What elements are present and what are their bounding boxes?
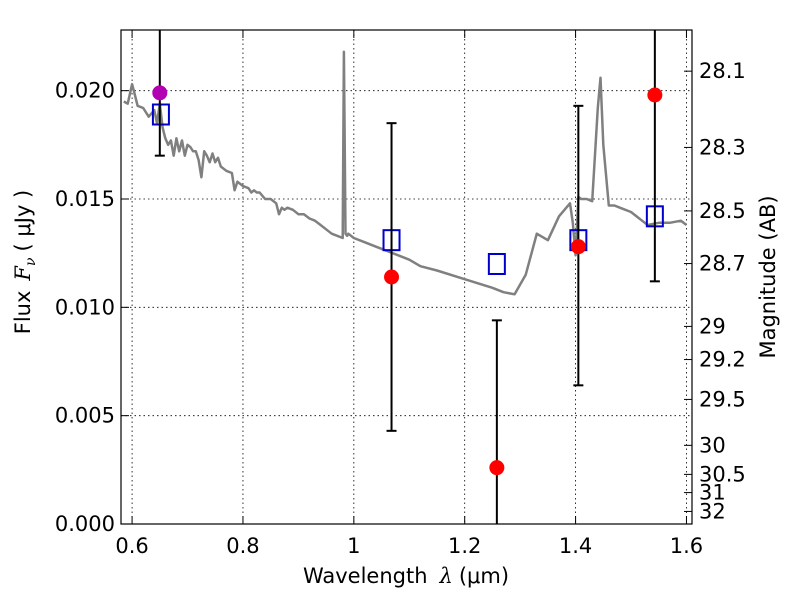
tick-marks — [121, 30, 692, 525]
y2-tick-label: 28.5 — [699, 199, 746, 223]
observed-flux-point — [570, 239, 586, 255]
y-axis-label: Flux Fν ( μJy ) — [11, 190, 39, 334]
y-tick-label: 0.005 — [55, 404, 115, 428]
y-axis-label-prefix: Flux — [11, 291, 35, 335]
x-axis-label: Wavelength λ (μm) — [303, 564, 509, 588]
model-band-square — [151, 103, 170, 126]
x-axis-label-prefix: Wavelength — [303, 564, 428, 588]
y2-tick-label: 28.3 — [699, 135, 746, 159]
y-tick-label: 0.000 — [55, 512, 115, 536]
observed-flux-point — [489, 460, 505, 476]
x-tick-label: 1.6 — [670, 534, 703, 558]
y2-tick-label: 29.5 — [699, 387, 746, 411]
y-axis-label-symbol: F — [11, 265, 35, 282]
y2-tick-label: 30 — [699, 433, 726, 457]
y2-tick-label: 28.7 — [699, 252, 746, 276]
series-layer — [123, 30, 688, 524]
plot-frame — [120, 29, 693, 525]
y2-axis-label: Magnitude (AB) — [756, 195, 780, 358]
y-tick-labels: 0.000 0.005 0.010 0.015 0.020 — [55, 79, 115, 536]
y2-tick-label: 32 — [699, 499, 726, 523]
y-tick-label: 0.020 — [55, 79, 115, 103]
x-axis-label-unit: (μm) — [459, 564, 509, 588]
y-axis-label-subscript: ν — [23, 257, 39, 266]
y2-tick-label: 28.1 — [699, 59, 746, 83]
x-tick-labels: 0.6 0.8 1 1.2 1.4 1.6 — [115, 534, 703, 558]
y2-tick-label: 29 — [699, 314, 726, 338]
x-tick-label: 1.2 — [448, 534, 481, 558]
y2-tick-label: 31 — [699, 481, 726, 505]
observed-flux-point — [647, 87, 663, 103]
y-axis-label-unit: ( μJy ) — [11, 190, 35, 252]
observed-flux-point — [152, 85, 168, 101]
x-axis-label-lambda: λ — [439, 564, 453, 588]
y-tick-label: 0.010 — [55, 295, 115, 319]
model-band-square — [487, 253, 506, 275]
y2-tick-label: 30.5 — [699, 462, 746, 486]
x-tick-label: 0.8 — [226, 534, 259, 558]
x-tick-label: 0.6 — [115, 534, 148, 558]
model-sed-line — [123, 50, 688, 296]
x-tick-label: 1 — [347, 534, 360, 558]
observed-flux-point — [384, 269, 400, 285]
y2-tick-label: 29.2 — [699, 348, 746, 372]
x-tick-label: 1.4 — [559, 534, 592, 558]
y-tick-label: 0.015 — [55, 187, 115, 211]
grid-lines — [121, 30, 692, 525]
